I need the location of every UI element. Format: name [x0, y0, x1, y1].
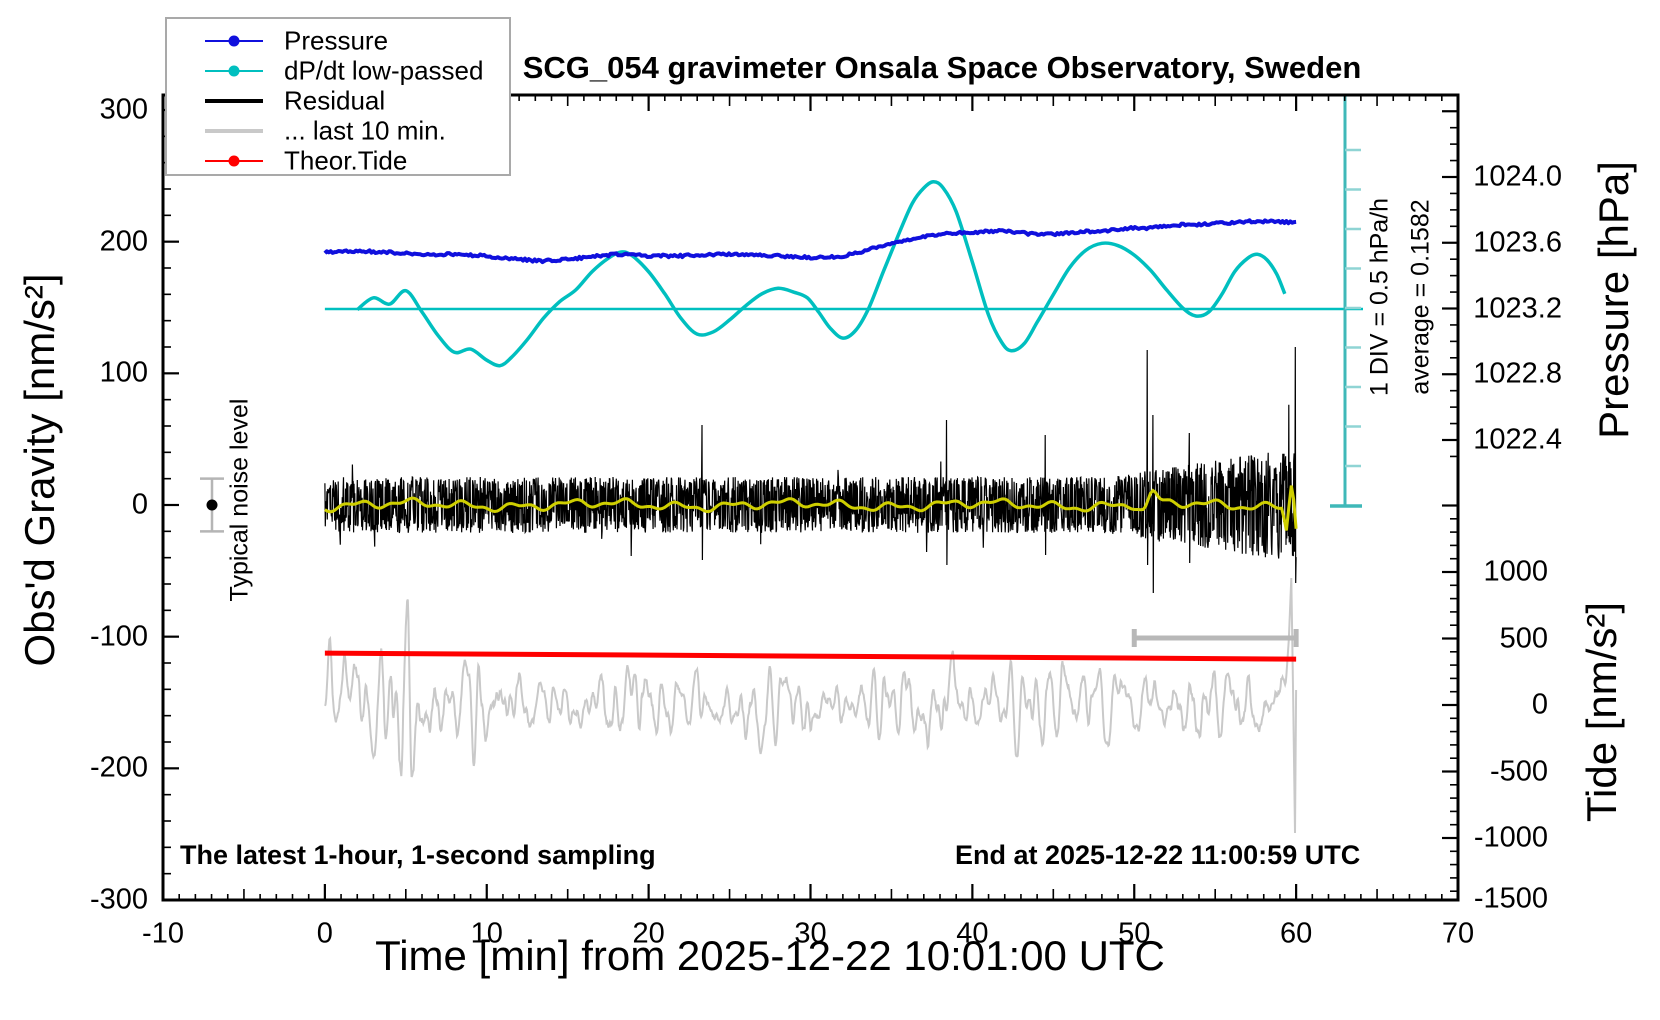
x-axis-label: Time [min] from 2025-12-22 10:01:00 UTC: [375, 932, 1165, 979]
gravity-tick-label: -300: [89, 883, 148, 916]
x-tick-label: 30: [794, 917, 827, 950]
legend-label: dP/dt low-passed: [284, 55, 484, 86]
sampling-note: The latest 1-hour, 1-second sampling: [180, 840, 656, 870]
legend-line: [205, 26, 263, 56]
legend-item: Residual: [167, 86, 509, 116]
dpdt-average-label: average = 0.1582: [1406, 199, 1435, 395]
legend-label: ... last 10 min.: [284, 115, 446, 146]
x-tick-label: 10: [470, 917, 503, 950]
legend-label: Residual: [284, 85, 386, 116]
residual-smoothed-trace: [324, 485, 1298, 531]
noise-errorbar-dot: [206, 499, 218, 511]
chart-title: SCG_054 gravimeter Onsala Space Observat…: [522, 50, 1362, 85]
gravity-tick-label: 0: [131, 488, 148, 521]
x-tick-label: 20: [632, 917, 665, 950]
tide-tick-label: -1000: [1473, 821, 1548, 854]
pressure-tick-label: 1022.8: [1473, 357, 1562, 390]
legend-line: [205, 56, 263, 86]
legend-dot: [228, 155, 240, 167]
legend-line: [205, 86, 263, 116]
gravity-tick-label: 200: [99, 225, 148, 258]
tide-tick-label: 1000: [1483, 555, 1548, 588]
end-time-note: End at 2025-12-22 11:00:59 UTC: [955, 840, 1361, 870]
x-tick-label: 50: [1118, 917, 1151, 950]
legend-item: dP/dt low-passed: [167, 56, 509, 86]
tide-tick-label: 0: [1531, 688, 1548, 721]
dpdt-trace: [356, 179, 1287, 368]
dpdt-div-label: 1 DIV = 0.5 hPa/h: [1365, 197, 1394, 397]
legend-label: Pressure: [284, 25, 389, 56]
legend-line: [205, 146, 263, 176]
tide-tick-label: -500: [1489, 755, 1548, 787]
legend-item: ... last 10 min.: [167, 116, 509, 146]
legend-item: Pressure: [167, 26, 509, 56]
pressure-tick-label: 1023.6: [1473, 226, 1562, 259]
tide-tick-label: -1500: [1473, 882, 1548, 915]
legend-dot: [228, 65, 240, 77]
legend-item: Theor.Tide: [167, 146, 509, 176]
legend-dot: [228, 35, 240, 47]
tide-axis-label: Tide [nm/s²]: [1578, 601, 1625, 823]
gravity-axis-label: Obs'd Gravity [nm/s²]: [16, 273, 63, 667]
x-tick-label: 70: [1441, 917, 1475, 950]
pressure-tick-label: 1024.0: [1473, 160, 1562, 193]
pressure-axis-label: Pressure [hPa]: [1590, 161, 1637, 439]
legend-line: [205, 116, 263, 146]
x-tick-label: 40: [956, 917, 989, 950]
residual-trace: [324, 346, 1297, 594]
gravity-tick-label: -100: [89, 620, 148, 653]
pressure-trace: [323, 218, 1297, 265]
gravity-tick-label: 300: [99, 93, 148, 126]
legend-label: Theor.Tide: [284, 145, 408, 176]
noise-level-label: Typical noise level: [225, 398, 254, 602]
legend: Pressure dP/dt low-passed Residual... last…: [165, 17, 511, 176]
x-tick-label: 60: [1279, 917, 1313, 950]
x-tick-label: 0: [316, 917, 333, 950]
tide-tick-label: 500: [1499, 622, 1548, 654]
last10-trace: [324, 577, 1298, 834]
theor-tide-trace: [324, 650, 1297, 662]
pressure-tick-label: 1022.4: [1473, 423, 1562, 456]
x-tick-label: -10: [142, 917, 184, 950]
gravity-tick-label: -200: [89, 751, 148, 784]
gravity-tick-label: 100: [99, 356, 148, 389]
pressure-tick-label: 1023.2: [1473, 292, 1562, 324]
